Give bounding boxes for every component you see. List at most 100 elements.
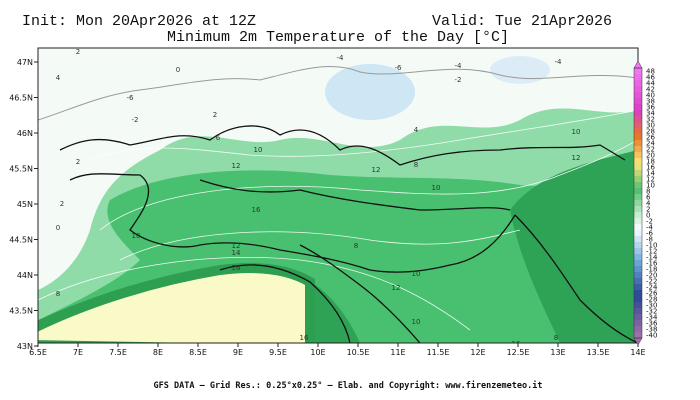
contour-label: 10 [432,184,441,192]
contour-label: 10 [254,146,263,154]
colorbar-swatch [634,230,642,237]
colorbar-swatch [634,206,642,213]
colorbar-label: -34 [646,314,658,322]
colorbar-swatch [634,278,642,285]
contour-label: 16 [300,334,309,342]
colorbar-label: -14 [646,254,658,262]
colorbar-label: 34 [646,110,655,118]
colorbar-label: 26 [646,134,655,142]
contour-label: 10 [132,232,141,240]
lon-label: 13E [550,348,565,357]
colorbar-label: 42 [646,86,655,94]
colorbar-swatch [634,98,642,105]
colorbar-swatch [634,284,642,291]
contour-label: 4 [414,126,419,134]
colorbar-swatch [634,302,642,309]
colorbar-swatch [634,146,642,153]
colorbar-swatch [634,188,642,195]
colorbar-swatch [634,218,642,225]
contour-label: 2 [60,200,64,208]
colorbar-swatch [634,326,642,333]
lon-label: 8.5E [189,348,207,357]
colorbar-label: 8 [646,188,650,196]
colorbar-swatch [634,122,642,129]
colorbar-label: -12 [646,248,657,256]
lon-label: 13.5E [587,348,610,357]
contour-label: -2 [455,76,462,84]
colorbar-swatch [634,86,642,93]
colorbar-swatch [634,164,642,171]
colorbar-label: 0 [646,212,650,220]
colorbar-label: -40 [646,332,657,340]
colorbar-label: 46 [646,74,655,82]
colorbar-swatch [634,242,642,249]
lat-label: 46N [17,129,33,138]
lon-label: 11E [390,348,405,357]
colorbar-swatch [634,296,642,303]
colorbar-swatch [634,176,642,183]
colorbar-swatch [634,308,642,315]
colorbar-label: -10 [646,242,657,250]
lon-label: 14E [630,348,645,357]
map-title: Minimum 2m Temperature of the Day [°C] [167,29,509,46]
contour-label: 8 [56,290,60,298]
lon-label: 10.5E [347,348,370,357]
colorbar-swatch [634,254,642,261]
lon-label: 10E [310,348,325,357]
lat-label: 46.5N [9,94,33,103]
colorbar-swatch [634,290,642,297]
colorbar-label: -2 [646,218,653,226]
lat-label: 44.5N [9,236,33,245]
lat-label: 45N [17,200,33,209]
contour-label: 10 [572,128,581,136]
lat-label: 45.5N [9,165,33,174]
colorbar-label: -22 [646,278,657,286]
contour-label: -4 [337,54,345,62]
axis-ticks: 6.5E 7E 7.5E 8E 8.5E 9E 9.5E 10E 10.5E 11E 11.5E 12… [9,58,645,357]
colorbar-label: 32 [646,116,655,124]
colorbar-swatch [634,110,642,117]
colorbar-label: -4 [646,224,654,232]
colorbar-swatch [634,104,642,111]
colorbar-swatch [634,170,642,177]
lon-label: 7.5E [109,348,127,357]
contour-label: 12 [572,154,581,162]
colorbar-label: 44 [646,80,655,88]
colorbar-label: 30 [646,122,655,130]
map: 0 2 -4 -6 -4 -2 -4 4 -6 -2 2 6 10 12 12 8 10 12 10 4 2 2 0 10 16… [38,48,638,343]
lon-label: 8E [153,348,163,357]
lon-label: 7E [73,348,83,357]
colorbar-label: 4 [646,200,651,208]
contour-label: -6 [127,94,135,102]
contour-label: 8 [414,161,418,169]
colorbar-swatch [634,266,642,273]
init-time: Init: Mon 20Apr2026 at 12Z [22,13,256,30]
colorbar-label: 36 [646,104,655,112]
valid-time: Valid: Tue 21Apr2026 [432,13,612,30]
colorbar-label: -8 [646,236,653,244]
colorbar-swatch [634,128,642,135]
contour-label: 16 [232,264,241,272]
contour-label: 10 [412,270,421,278]
contour-labels: 0 2 -4 -6 -4 -2 -4 4 -6 -2 2 6 10 12 12 8 10 12 10 4 2 2 0 10 16… [56,48,581,343]
colorbar-swatch [634,80,642,87]
colorbar-label: 28 [646,128,655,136]
contour-label: 4 [56,74,61,82]
colorbar-label: -38 [646,326,657,334]
colorbar-swatch [634,320,642,327]
contour-label: 2 [213,111,217,119]
colorbar-swatch [634,212,642,219]
colorbar-swatch [634,182,642,189]
colorbar-swatch [634,224,642,231]
contour-label: 16 [252,206,261,214]
contour-label: 8 [354,242,358,250]
colorbar-label: -28 [646,296,657,304]
lat-label: 43N [17,342,33,351]
colorbar-swatch [634,74,642,81]
colorbar-label: 18 [646,158,655,166]
colorbar-swatch [634,248,642,255]
colorbar-label: -16 [646,260,658,268]
colorbar-swatch [634,92,642,99]
footer-credit: GFS DATA — Grid Res.: 0.25°x0.25° — Elab… [154,380,543,391]
colorbar-label: -20 [646,272,657,280]
